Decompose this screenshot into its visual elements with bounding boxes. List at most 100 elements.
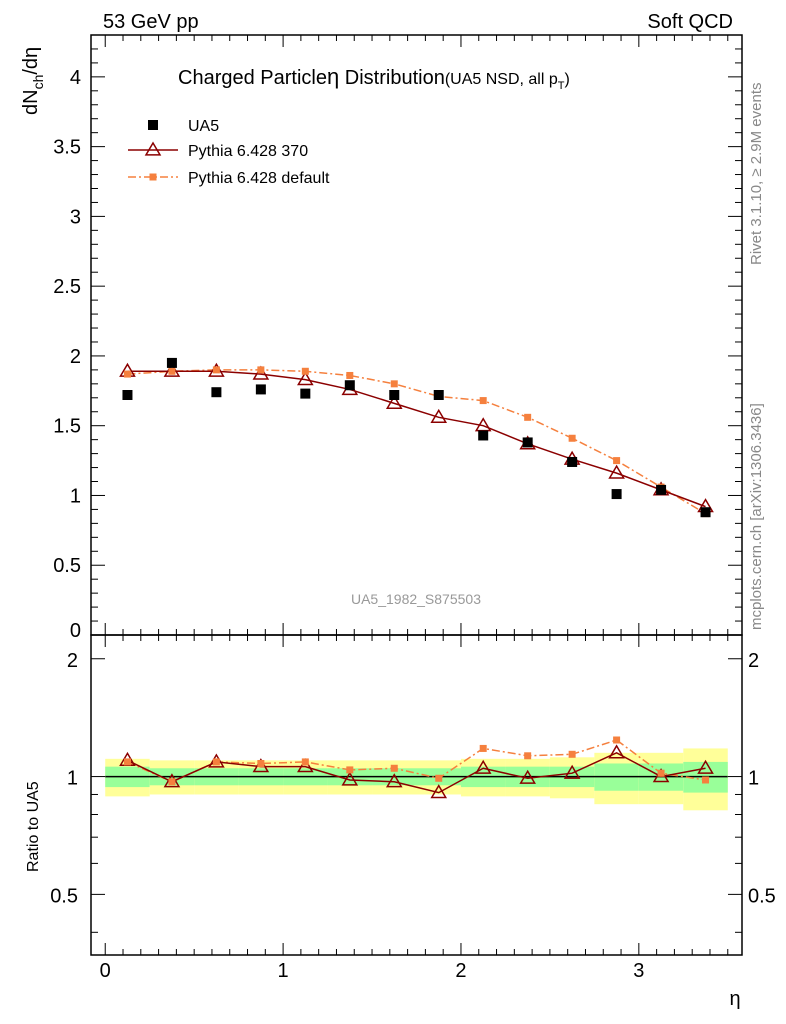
x-tick-label: 1 — [278, 960, 289, 982]
point-pythia-default — [479, 397, 487, 405]
point-pythia-default — [568, 434, 576, 442]
ratio-point-pythia-default — [479, 744, 487, 752]
ratio-point-pythia-370 — [519, 769, 536, 784]
point-pythia-default — [257, 366, 265, 374]
ratio-point-pythia-default — [613, 736, 621, 744]
point-ua5 — [700, 507, 711, 518]
point-ua5 — [478, 430, 489, 441]
ratio-tick-label-right: 0.5 — [748, 885, 776, 907]
ratio-point-pythia-370 — [563, 764, 581, 779]
point-pythia-default — [123, 370, 131, 378]
legend-label: UA5 — [188, 118, 219, 135]
header-left: 53 GeV pp — [103, 11, 199, 33]
point-ua5 — [166, 357, 177, 368]
ratio-point-pythia-370 — [385, 773, 403, 788]
point-ua5 — [255, 384, 266, 395]
chart-title: Charged Particleη Distribution(UA5 NSD, … — [178, 64, 570, 92]
point-ua5 — [567, 456, 578, 467]
point-ua5 — [522, 437, 533, 448]
legend-marker-pythia-370 — [144, 141, 162, 156]
y-tick-label: 1.5 — [53, 416, 81, 438]
point-ua5 — [300, 388, 311, 399]
ratio-plot-frame — [90, 634, 743, 956]
legend: UA5 Pythia 6.428 370 Pythia 6.428 default — [128, 118, 330, 187]
point-pythia-default — [346, 371, 354, 379]
axes-layer: 0 1 2 3 0.5 1 1.5 2 2.5 3 3.5 4 0 0.5 0.5 1 1 2 2 — [50, 34, 776, 982]
y-axis-label: dNch/dη — [20, 47, 46, 115]
ratio-point-pythia-370 — [341, 771, 359, 786]
ratio-tick-label-right: 2 — [748, 650, 759, 672]
ratio-point-pythia-default — [301, 758, 309, 766]
y-tick-label: 4 — [70, 67, 81, 89]
rivet-version-text: Rivet 3.1.10, ≥ 2.9M events — [748, 83, 765, 266]
chart-title-sub: (UA5 NSD, all p — [445, 71, 558, 88]
y-tick-label: 3.5 — [53, 137, 81, 159]
point-ua5 — [433, 390, 444, 400]
ratio-tick-label: 2 — [67, 650, 78, 672]
ratio-point-pythia-default — [524, 752, 532, 760]
x-tick-label: 2 — [455, 960, 466, 982]
ratio-point-pythia-default — [657, 769, 665, 777]
mcplots-text: mcplots.cern.ch [arXiv:1306.3436] — [748, 403, 765, 630]
point-pythia-370 — [430, 408, 448, 423]
ratio-point-pythia-default — [346, 766, 354, 774]
series-layer — [119, 357, 714, 799]
chart-title-sub-close: ) — [564, 71, 569, 88]
point-pythia-default — [168, 367, 176, 375]
ratio-point-pythia-default — [435, 774, 443, 782]
ratio-point-pythia-default — [123, 758, 131, 766]
point-ua5 — [211, 387, 222, 398]
ratio-point-pythia-default — [568, 750, 576, 758]
y-axis-label-rest: /dη — [20, 47, 42, 75]
point-pythia-default — [390, 380, 398, 388]
legend-marker-ua5 — [148, 120, 158, 130]
point-pythia-370 — [608, 464, 625, 479]
point-pythia-370 — [297, 371, 314, 386]
y-tick-label: 1 — [70, 485, 81, 507]
x-tick-label: 3 — [633, 960, 644, 982]
ratio-tick-label: 0.5 — [50, 885, 78, 907]
y-tick-label: 0.5 — [53, 555, 81, 577]
point-pythia-370 — [385, 394, 403, 410]
point-ua5 — [344, 380, 355, 391]
point-pythia-default — [524, 413, 532, 421]
point-ua5 — [122, 390, 133, 400]
uncertainty-bands — [105, 748, 728, 811]
y-tick-label: 2.5 — [53, 276, 81, 298]
chart-title-sub-sub: T — [558, 80, 565, 92]
y-tick-label-zero: 0 — [70, 620, 81, 642]
y-axis-label-sub: ch — [30, 75, 46, 90]
y-tick-label: 2 — [70, 346, 81, 368]
y-axis-label-main: dN — [20, 89, 42, 115]
point-pythia-default — [301, 367, 309, 375]
x-axis-label: η — [729, 988, 740, 1010]
ratio-y-axis-label: Ratio to UA5 — [25, 781, 42, 872]
series-line-pythia-default — [127, 369, 706, 515]
ratio-point-pythia-370 — [697, 759, 714, 774]
point-ua5 — [389, 390, 400, 400]
ratio-point-pythia-370 — [474, 759, 492, 774]
ratio-tick-label: 1 — [67, 768, 78, 790]
point-ua5 — [656, 484, 667, 495]
ratio-point-pythia-default — [168, 778, 176, 786]
ratio-point-pythia-default — [212, 758, 220, 766]
legend-marker-pythia-default — [149, 173, 157, 181]
chart-title-eta: η — [327, 64, 339, 89]
chart-title-main: Charged Particle — [178, 67, 327, 89]
ratio-point-pythia-370 — [297, 758, 314, 773]
ratio-point-pythia-default — [257, 759, 265, 767]
ratio-line-pythia-370 — [127, 751, 706, 794]
ratio-point-pythia-default — [390, 764, 398, 772]
y-tick-label: 3 — [70, 206, 81, 228]
ratio-point-pythia-default — [702, 776, 710, 784]
legend-label: Pythia 6.428 370 — [188, 143, 308, 160]
ratio-line-pythia-default — [127, 739, 706, 783]
chart-title-rest: Distribution — [339, 67, 445, 89]
ratio-point-pythia-370 — [430, 784, 448, 799]
ratio-tick-label-right: 1 — [748, 768, 759, 790]
x-tick-label: 0 — [100, 960, 111, 982]
header-right: Soft QCD — [647, 11, 733, 33]
point-pythia-default — [212, 366, 220, 374]
ratio-point-pythia-370 — [608, 744, 625, 759]
